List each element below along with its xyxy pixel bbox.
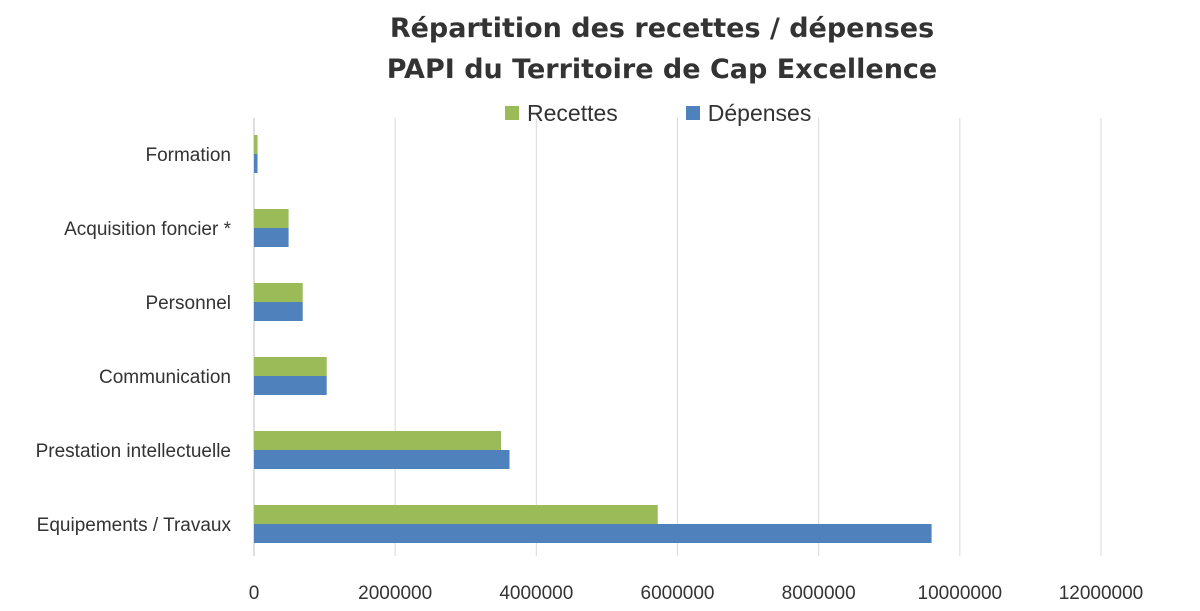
category-label: Formation	[145, 145, 231, 166]
x-tick-label: 0	[249, 583, 260, 604]
bar-recettes	[254, 209, 289, 228]
bar-depenses	[254, 376, 327, 395]
x-tick-label: 4000000	[499, 583, 573, 604]
bar-recettes	[254, 505, 658, 524]
category-label: Equipements / Travaux	[37, 515, 232, 536]
x-tick-label: 6000000	[641, 583, 715, 604]
gridlines	[253, 118, 1102, 556]
legend-label-depenses: Dépenses	[707, 99, 812, 126]
legend-swatch-depenses	[685, 106, 700, 120]
chart-legend: Recettes Dépenses	[505, 99, 879, 127]
bar-depenses	[254, 524, 932, 543]
bar-depenses	[254, 228, 289, 247]
bar-depenses	[254, 154, 258, 173]
bars	[254, 135, 932, 543]
bar-depenses	[254, 450, 510, 469]
category-label: Communication	[99, 367, 231, 388]
legend-item-recettes: Recettes	[505, 100, 618, 127]
category-label: Acquisition foncier *	[64, 219, 231, 240]
legend-label-recettes: Recettes	[527, 99, 618, 126]
x-tick-label: 8000000	[782, 583, 856, 604]
x-tick-label: 2000000	[358, 583, 432, 604]
x-tick-label: 12000000	[1059, 583, 1144, 604]
bar-recettes	[254, 357, 327, 376]
legend-item-depenses: Dépenses	[685, 99, 812, 127]
bar-recettes	[254, 283, 303, 302]
category-labels: Formation Acquisition foncier * Personnel C…	[36, 145, 232, 536]
x-tick-labels: 0 2000000 4000000 6000000 8000000 10000000 120…	[249, 583, 1144, 604]
category-label: Personnel	[145, 293, 231, 314]
bar-depenses	[254, 302, 303, 321]
chart-title-line-1: Répartition des recettes / dépenses	[389, 13, 935, 44]
category-label: Prestation intellectuelle	[36, 441, 231, 462]
bar-recettes	[254, 135, 258, 154]
bar-recettes	[254, 431, 502, 450]
chart-title-line-2: PAPI du Territoire de Cap Excellence	[386, 54, 938, 85]
legend-swatch-recettes	[505, 106, 519, 120]
x-tick-label: 10000000	[918, 583, 1003, 604]
